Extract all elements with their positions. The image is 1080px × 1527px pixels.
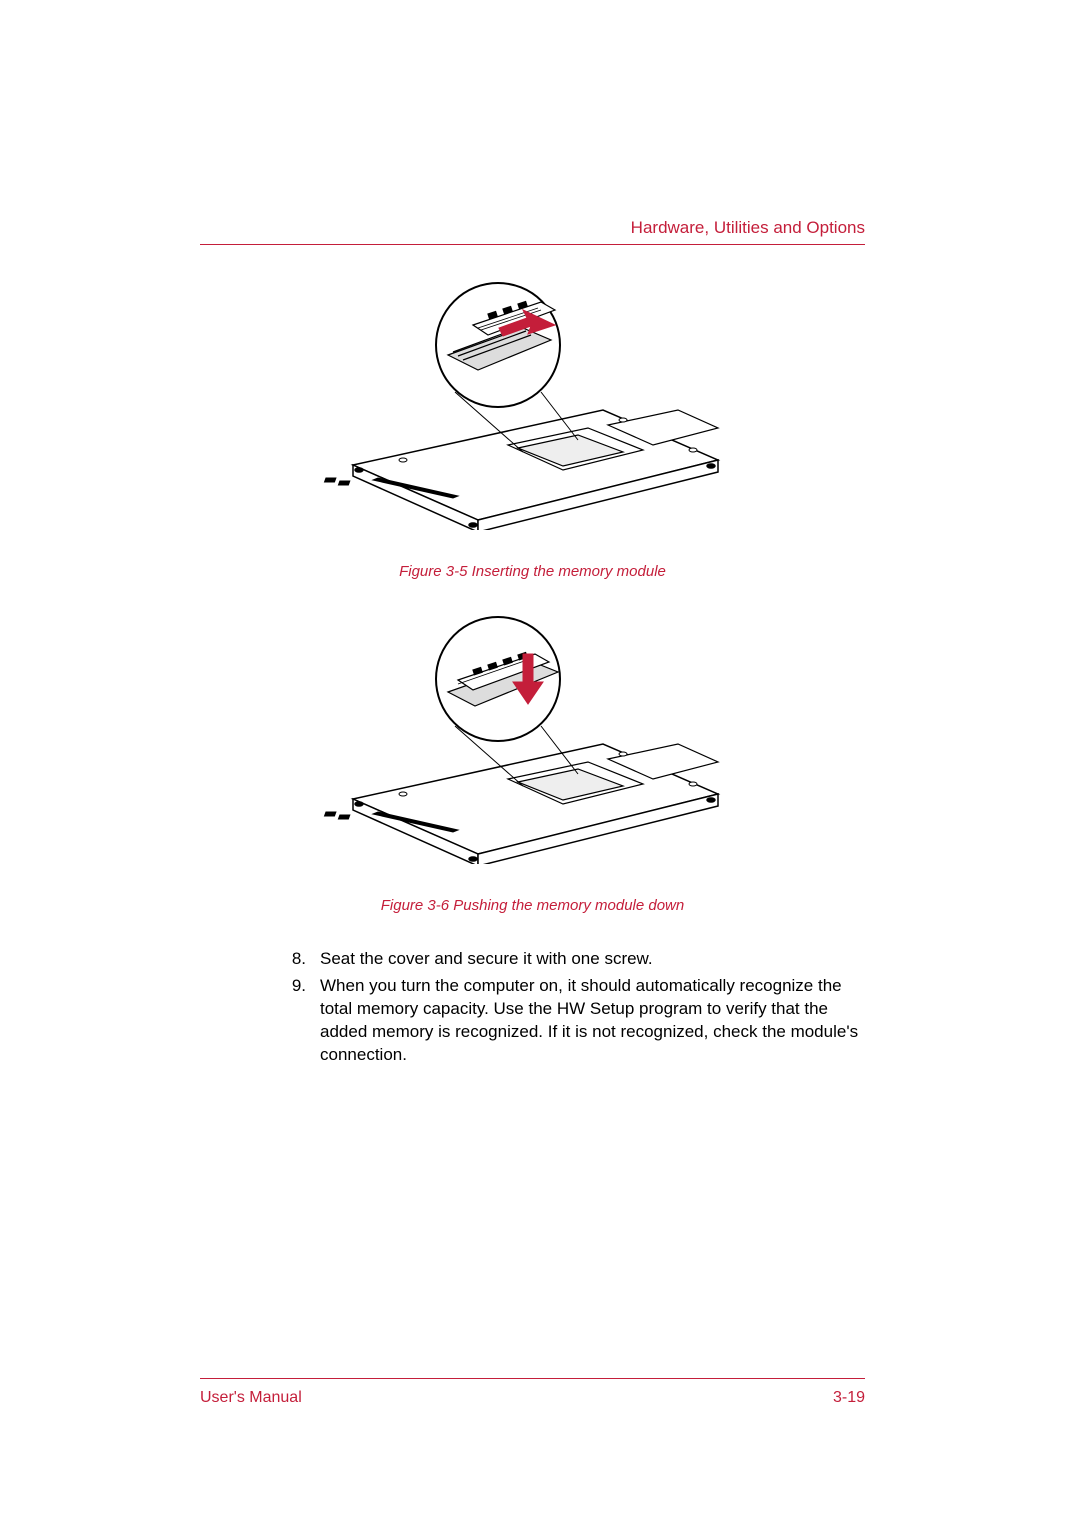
laptop-push-svg bbox=[323, 614, 743, 864]
instruction-list: 8. Seat the cover and secure it with one… bbox=[290, 948, 865, 1067]
figure-3-5: Figure 3-5 Inserting the memory module bbox=[200, 280, 865, 580]
footer-right: 3-19 bbox=[833, 1389, 865, 1407]
page-header: Hardware, Utilities and Options bbox=[200, 218, 865, 245]
list-item: 9. When you turn the computer on, it sho… bbox=[290, 975, 865, 1067]
page-footer: User's Manual 3-19 bbox=[200, 1378, 865, 1407]
list-item: 8. Seat the cover and secure it with one… bbox=[290, 948, 865, 971]
list-item-number: 9. bbox=[290, 975, 320, 1067]
list-item-number: 8. bbox=[290, 948, 320, 971]
page-content: Figure 3-5 Inserting the memory module bbox=[200, 280, 865, 1071]
footer-left: User's Manual bbox=[200, 1389, 302, 1407]
footer-row: User's Manual 3-19 bbox=[200, 1389, 865, 1407]
laptop-insert-svg bbox=[323, 280, 743, 530]
figure-3-6: Figure 3-6 Pushing the memory module dow… bbox=[200, 614, 865, 914]
list-item-text: Seat the cover and secure it with one sc… bbox=[320, 948, 865, 971]
manual-page: Hardware, Utilities and Options bbox=[0, 0, 1080, 1527]
section-title: Hardware, Utilities and Options bbox=[200, 218, 865, 244]
list-item-text: When you turn the computer on, it should… bbox=[320, 975, 865, 1067]
figure-3-5-caption: Figure 3-5 Inserting the memory module bbox=[200, 563, 865, 580]
figure-3-6-caption: Figure 3-6 Pushing the memory module dow… bbox=[200, 897, 865, 914]
footer-rule bbox=[200, 1378, 865, 1379]
figure-3-6-illustration bbox=[323, 614, 743, 864]
figure-3-5-illustration bbox=[323, 280, 743, 530]
header-rule bbox=[200, 244, 865, 245]
